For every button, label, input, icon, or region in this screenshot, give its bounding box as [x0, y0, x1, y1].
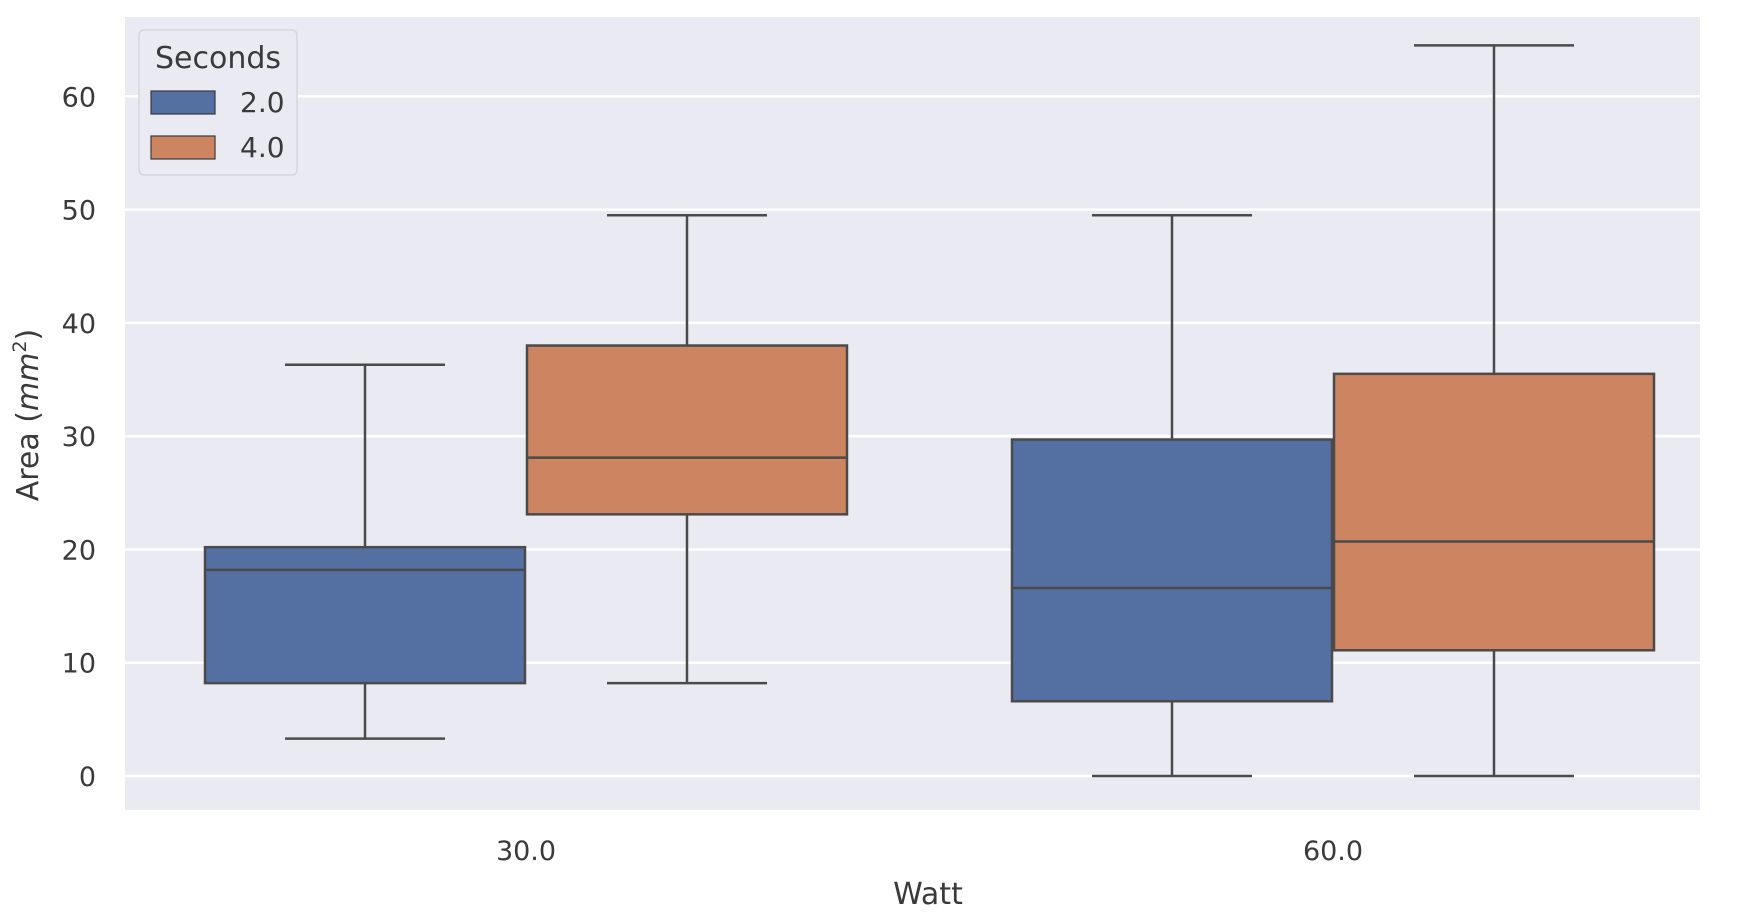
legend-swatch-4.0	[150, 135, 216, 160]
y-tick-label-0: 0	[79, 762, 96, 793]
x-tick-labels: 30.0 60.0	[496, 836, 1363, 867]
y-tick-label-60: 60	[62, 82, 96, 113]
y-tick-label-40: 40	[62, 309, 96, 340]
legend-title: Seconds	[155, 41, 281, 76]
x-tick-label-30.0: 30.0	[496, 836, 556, 867]
box-4.0-30.0	[525, 214, 849, 685]
box-rect-4.0-60.0	[1332, 372, 1656, 652]
box-rect-2.0-30.0	[203, 545, 527, 685]
y-axis-label-suffix: )	[11, 329, 46, 341]
legend-label-4.0: 4.0	[240, 131, 285, 164]
box-2.0-30.0	[203, 363, 527, 740]
y-axis-label-prefix: Area (	[11, 411, 46, 501]
box-2.0-60.0	[1010, 214, 1334, 778]
legend: Seconds 2.0 4.0	[138, 29, 298, 176]
y-axis-label-unit: mm	[11, 353, 46, 411]
box-rect-4.0-30.0	[525, 344, 849, 516]
box-rect-2.0-60.0	[1010, 438, 1334, 703]
y-tick-labels: 0 10 20 30 40 50 60	[62, 82, 96, 793]
y-axis-label-exponent: 2	[9, 340, 31, 352]
y-tick-label-30: 30	[62, 422, 96, 453]
boxes	[203, 44, 1656, 778]
y-tick-label-20: 20	[62, 535, 96, 566]
x-axis-label: Watt	[893, 877, 963, 912]
box-4.0-60.0	[1332, 44, 1656, 778]
legend-swatch-2.0	[150, 90, 216, 115]
y-tick-label-10: 10	[62, 649, 96, 680]
y-axis-label: Area (mm2)	[9, 329, 46, 502]
x-tick-label-60.0: 60.0	[1303, 836, 1363, 867]
legend-label-2.0: 2.0	[240, 86, 285, 119]
y-tick-label-50: 50	[62, 196, 96, 227]
